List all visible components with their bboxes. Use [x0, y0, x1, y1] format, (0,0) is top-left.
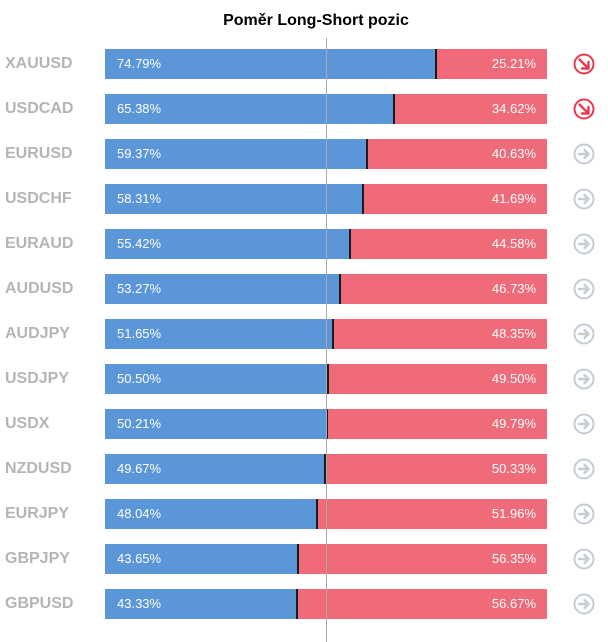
long-bar: [105, 544, 298, 574]
arrow-right-icon[interactable]: [573, 368, 595, 390]
long-bar: [105, 589, 297, 619]
short-bar: 65.38% 34.62%: [105, 94, 547, 124]
symbol-label: EURJPY: [5, 505, 70, 522]
short-percent-label: 40.63%: [491, 146, 536, 161]
long-percent-label: 51.65%: [117, 326, 162, 341]
arrow-right-icon[interactable]: [573, 233, 595, 255]
ratio-separator: [393, 94, 395, 124]
symbol-label: GBPUSD: [5, 595, 74, 612]
ratio-separator: [327, 364, 329, 394]
long-percent-label: 43.65%: [117, 551, 162, 566]
arrow-right-icon[interactable]: [573, 548, 595, 570]
ratio-separator: [332, 319, 334, 349]
ratio-separator: [326, 409, 328, 439]
long-percent-label: 48.04%: [117, 506, 162, 521]
chart-row: XAUUSD 74.79% 25.21%: [0, 49, 608, 79]
long-percent-label: 50.21%: [117, 416, 162, 431]
arrow-right-icon[interactable]: [573, 278, 595, 300]
short-percent-label: 44.58%: [491, 236, 536, 251]
arrow-right-icon[interactable]: [573, 503, 595, 525]
chart-row: NZDUSD 49.67% 50.33%: [0, 454, 608, 484]
symbol-label: USDCHF: [5, 190, 72, 207]
symbol-label: GBPJPY: [5, 550, 70, 567]
short-percent-label: 46.73%: [491, 281, 536, 296]
short-percent-label: 34.62%: [491, 101, 536, 116]
chart-row: USDCAD 65.38% 34.62%: [0, 94, 608, 124]
long-percent-label: 59.37%: [117, 146, 162, 161]
chart-row: USDJPY 50.50% 49.50%: [0, 364, 608, 394]
short-percent-label: 49.50%: [491, 371, 536, 386]
short-percent-label: 25.21%: [491, 56, 536, 71]
long-bar: [105, 499, 317, 529]
short-percent-label: 41.69%: [491, 191, 536, 206]
long-percent-label: 65.38%: [117, 101, 162, 116]
long-bar: [105, 139, 367, 169]
short-percent-label: 56.67%: [491, 596, 536, 611]
short-percent-label: 56.35%: [491, 551, 536, 566]
long-bar: [105, 409, 327, 439]
long-bar: [105, 364, 328, 394]
chart-row: EURJPY 48.04% 51.96%: [0, 499, 608, 529]
ratio-separator: [435, 49, 437, 79]
chart-row: EURUSD 59.37% 40.63%: [0, 139, 608, 169]
ratio-separator: [316, 499, 318, 529]
symbol-label: NZDUSD: [5, 460, 72, 477]
arrow-right-icon[interactable]: [573, 458, 595, 480]
long-percent-label: 43.33%: [117, 596, 162, 611]
symbol-label: AUDUSD: [5, 280, 74, 297]
arrow-right-icon[interactable]: [573, 143, 595, 165]
symbol-label: AUDJPY: [5, 325, 70, 342]
short-percent-label: 49.79%: [491, 416, 536, 431]
short-bar: 59.37% 40.63%: [105, 139, 547, 169]
ratio-separator: [296, 589, 298, 619]
long-bar: [105, 319, 333, 349]
ratio-separator: [297, 544, 299, 574]
long-percent-label: 53.27%: [117, 281, 162, 296]
trend-down-icon[interactable]: [573, 98, 595, 120]
symbol-label: USDJPY: [5, 370, 70, 387]
trend-down-icon[interactable]: [573, 53, 595, 75]
chart-row: USDX 50.21% 49.79%: [0, 409, 608, 439]
long-bar: [105, 454, 325, 484]
long-bar: [105, 184, 363, 214]
ratio-separator: [349, 229, 351, 259]
chart-row: GBPUSD 43.33% 56.67%: [0, 589, 608, 619]
short-percent-label: 50.33%: [491, 461, 536, 476]
ratio-separator: [339, 274, 341, 304]
midpoint-line: [326, 38, 327, 642]
arrow-right-icon[interactable]: [573, 188, 595, 210]
short-percent-label: 48.35%: [491, 326, 536, 341]
long-percent-label: 74.79%: [117, 56, 162, 71]
ratio-separator: [362, 184, 364, 214]
arrow-right-icon[interactable]: [573, 323, 595, 345]
ratio-separator: [324, 454, 326, 484]
long-bar: [105, 49, 436, 79]
long-percent-label: 55.42%: [117, 236, 162, 251]
long-bar: [105, 94, 394, 124]
arrow-right-icon[interactable]: [573, 413, 595, 435]
long-bar: [105, 229, 350, 259]
ratio-separator: [366, 139, 368, 169]
arrow-right-icon[interactable]: [573, 593, 595, 615]
chart-row: EURAUD 55.42% 44.58%: [0, 229, 608, 259]
long-percent-label: 49.67%: [117, 461, 162, 476]
symbol-label: EURAUD: [5, 235, 74, 252]
symbol-label: USDX: [5, 415, 50, 432]
chart-row: AUDJPY 51.65% 48.35%: [0, 319, 608, 349]
short-percent-label: 51.96%: [491, 506, 536, 521]
symbol-label: USDCAD: [5, 100, 74, 117]
long-bar: [105, 274, 340, 304]
symbol-label: EURUSD: [5, 145, 73, 162]
chart-row: GBPJPY 43.65% 56.35%: [0, 544, 608, 574]
long-percent-label: 58.31%: [117, 191, 162, 206]
symbol-label: XAUUSD: [5, 55, 73, 72]
chart-title: Poměr Long-Short pozic: [223, 12, 409, 29]
chart-row: USDCHF 58.31% 41.69%: [0, 184, 608, 214]
chart-row: AUDUSD 53.27% 46.73%: [0, 274, 608, 304]
long-percent-label: 50.50%: [117, 371, 162, 386]
